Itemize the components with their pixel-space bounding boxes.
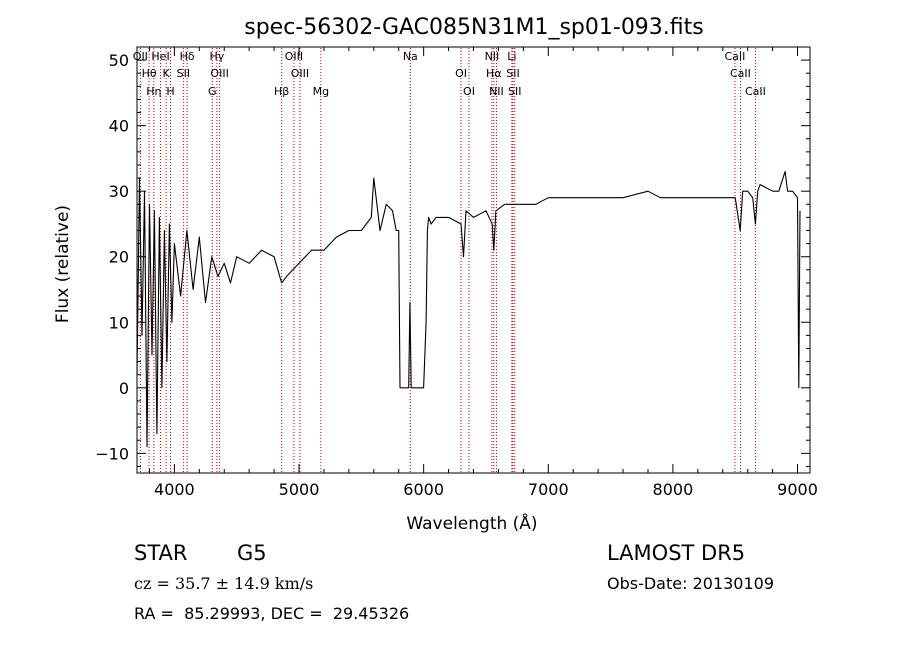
y-tick-label: 40 (109, 117, 129, 136)
spectral-line-label: Hη (146, 85, 161, 98)
x-tick-label: 7000 (528, 480, 569, 499)
spectral-line-label: Hγ (209, 50, 224, 63)
y-tick-label: 30 (109, 182, 129, 201)
spectral-line-label: Hθ (142, 67, 157, 80)
spectral-line-label: NII (485, 50, 500, 63)
spectral-line-label: G (208, 85, 217, 98)
survey-name: LAMOST DR5 (607, 541, 746, 565)
x-tick-label: 5000 (279, 480, 320, 499)
plot-frame (136, 46, 811, 474)
spectral-line-label: CaII (725, 50, 746, 63)
spectral-line-label: OIII (285, 50, 303, 63)
spectral-line-label: NII (489, 85, 504, 98)
spectral-line-label: SII (506, 67, 519, 80)
y-tick-label: 50 (109, 51, 129, 70)
x-tick-label: 8000 (653, 480, 694, 499)
spectral-line-label: OI (463, 85, 475, 98)
x-axis-label: Wavelength (Å) (406, 512, 537, 534)
observation-date: Obs-Date: 20130109 (607, 574, 775, 593)
y-tick-label: 0 (119, 379, 129, 398)
spectral-line-label: Hβ (274, 85, 289, 98)
spectral-line-label: Na (403, 50, 418, 63)
spectral-subclass: G5 (237, 541, 267, 565)
coordinates: RA = 85.29993, DEC = 29.45326 (134, 604, 410, 623)
spectral-line-label: CaII (730, 67, 751, 80)
spectral-line-label: SII (508, 85, 521, 98)
spectral-line-label: OII (133, 50, 148, 63)
y-tick-label: 20 (109, 248, 129, 267)
y-tick-label: 10 (109, 313, 129, 332)
spectral-line-label: HeI (151, 50, 169, 63)
spectral-line-label: OIII (210, 67, 228, 80)
spectral-line-label: K (163, 67, 171, 80)
y-axis-label: Flux (relative) (53, 205, 73, 323)
spectral-line-label: OIII (291, 67, 309, 80)
y-tick-label: −10 (95, 444, 129, 463)
chart-title: spec-56302-GAC085N31M1_sp01-093.fits (244, 15, 704, 40)
spectral-line-label: SII (177, 67, 190, 80)
spectral-line-label: OI (455, 67, 467, 80)
object-class: STAR (134, 541, 188, 565)
spectral-line-label: H (166, 85, 174, 98)
spectral-line-label: CaII (745, 85, 766, 98)
x-tick-label: 9000 (777, 480, 818, 499)
spectral-line-label: Li (507, 50, 516, 63)
spectral-line-label: Hδ (180, 50, 195, 63)
spectrum-series-line (136, 170, 801, 448)
x-tick-label: 4000 (154, 480, 195, 499)
spectral-line-label: Hα (486, 67, 502, 80)
redshift-value: cz = 35.7 ± 14.9 km/s (134, 574, 314, 593)
x-tick-label: 6000 (403, 480, 444, 499)
spectral-line-label: Mg (313, 85, 329, 98)
